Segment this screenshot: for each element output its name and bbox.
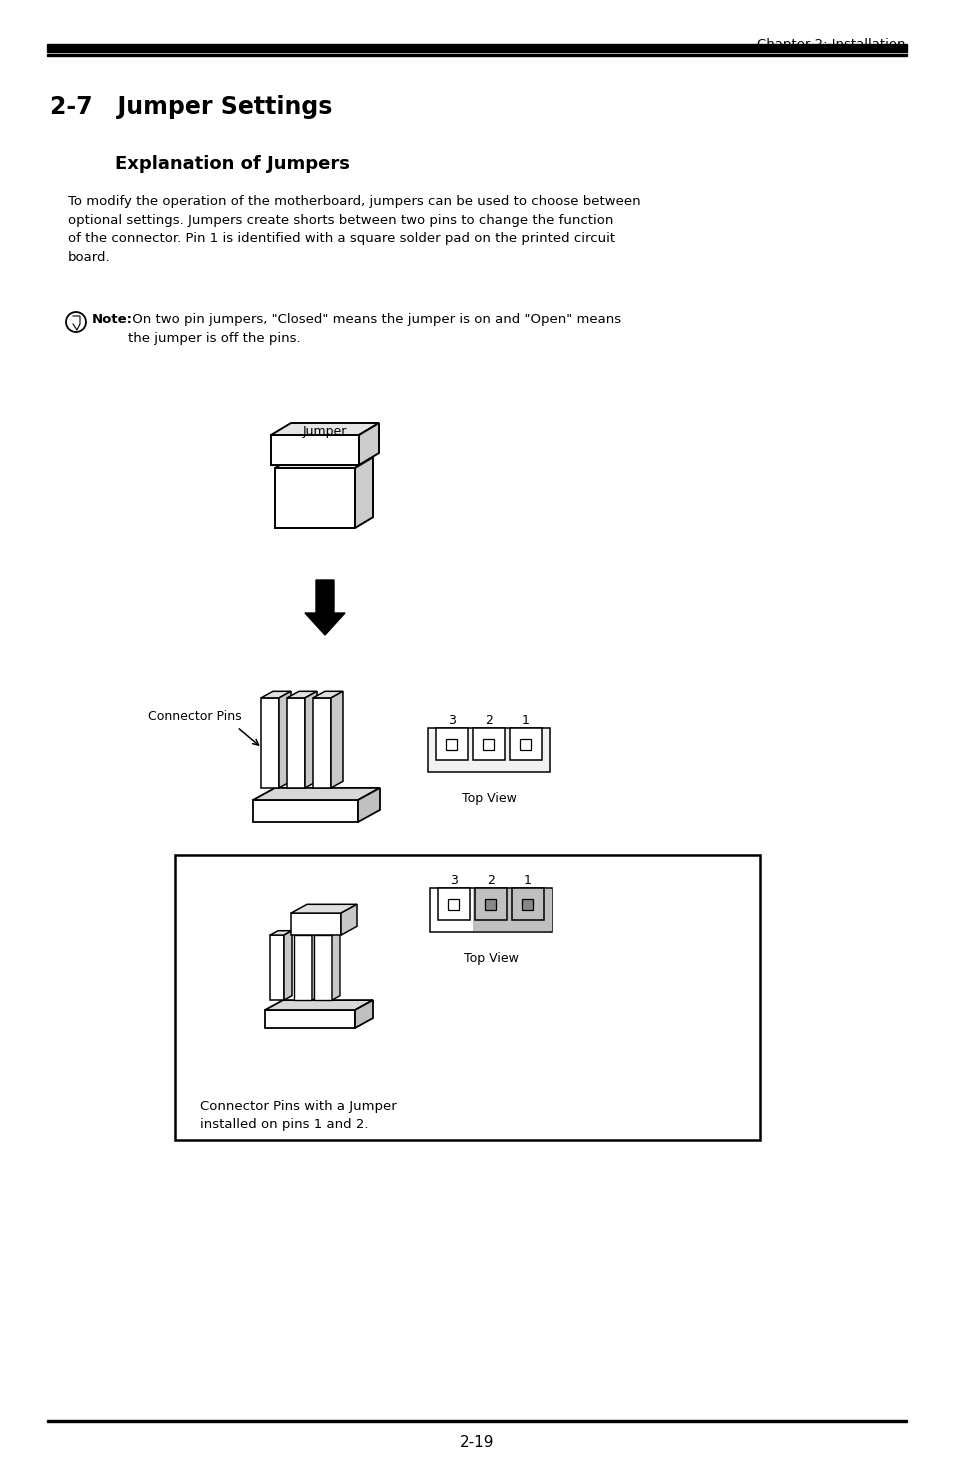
Polygon shape bbox=[313, 691, 343, 698]
Bar bbox=[521, 900, 533, 910]
Bar bbox=[448, 900, 458, 910]
Bar bbox=[428, 728, 550, 771]
Polygon shape bbox=[274, 458, 373, 468]
Bar bbox=[430, 888, 552, 932]
Polygon shape bbox=[305, 691, 316, 787]
Text: Note:: Note: bbox=[91, 313, 132, 327]
Text: 3: 3 bbox=[448, 714, 456, 728]
Polygon shape bbox=[313, 698, 331, 787]
Text: 2: 2 bbox=[484, 714, 493, 728]
Polygon shape bbox=[294, 935, 312, 1000]
Polygon shape bbox=[274, 468, 355, 528]
Bar bbox=[510, 728, 541, 760]
Text: 2: 2 bbox=[487, 873, 495, 886]
Polygon shape bbox=[355, 458, 373, 528]
Polygon shape bbox=[261, 698, 278, 787]
Polygon shape bbox=[291, 904, 356, 913]
Polygon shape bbox=[312, 930, 319, 1000]
Text: 1: 1 bbox=[521, 714, 529, 728]
Polygon shape bbox=[357, 787, 379, 822]
Text: Connector Pins with a Jumper: Connector Pins with a Jumper bbox=[200, 1099, 396, 1112]
Polygon shape bbox=[270, 935, 284, 1000]
Text: Top View: Top View bbox=[461, 792, 516, 805]
Bar bbox=[437, 888, 470, 920]
Polygon shape bbox=[332, 930, 339, 1000]
Polygon shape bbox=[331, 691, 343, 787]
Bar bbox=[482, 739, 494, 749]
Bar bbox=[519, 739, 531, 749]
Polygon shape bbox=[355, 1000, 373, 1028]
Bar bbox=[512, 888, 543, 920]
Polygon shape bbox=[271, 434, 358, 465]
Polygon shape bbox=[284, 930, 292, 1000]
Text: 3: 3 bbox=[450, 873, 457, 886]
Bar bbox=[473, 728, 504, 760]
Bar bbox=[174, 854, 760, 1140]
Text: Chapter 2: Installation: Chapter 2: Installation bbox=[757, 38, 905, 51]
Text: 1: 1 bbox=[523, 873, 532, 886]
Text: Connector Pins: Connector Pins bbox=[148, 710, 241, 723]
Text: Top View: Top View bbox=[463, 952, 517, 965]
Polygon shape bbox=[253, 800, 357, 822]
Text: 2-19: 2-19 bbox=[459, 1435, 494, 1451]
Text: Jumper: Jumper bbox=[302, 424, 347, 437]
Polygon shape bbox=[265, 1000, 373, 1010]
FancyArrow shape bbox=[305, 580, 345, 636]
Polygon shape bbox=[270, 930, 292, 935]
Polygon shape bbox=[253, 787, 379, 800]
Bar bbox=[47, 54, 906, 55]
Polygon shape bbox=[261, 691, 291, 698]
Bar bbox=[446, 739, 456, 749]
Polygon shape bbox=[287, 691, 316, 698]
Polygon shape bbox=[265, 1010, 355, 1028]
Bar bbox=[47, 44, 906, 52]
Polygon shape bbox=[358, 423, 378, 465]
Polygon shape bbox=[287, 698, 305, 787]
Text: On two pin jumpers, "Closed" means the jumper is on and "Open" means
the jumper : On two pin jumpers, "Closed" means the j… bbox=[128, 313, 620, 344]
Bar bbox=[47, 1420, 906, 1422]
Polygon shape bbox=[340, 904, 356, 935]
Text: 2-7   Jumper Settings: 2-7 Jumper Settings bbox=[50, 95, 332, 120]
Polygon shape bbox=[314, 935, 332, 1000]
Bar bbox=[475, 888, 506, 920]
Polygon shape bbox=[271, 423, 378, 434]
Polygon shape bbox=[278, 691, 291, 787]
Bar bbox=[436, 728, 468, 760]
Text: installed on pins 1 and 2.: installed on pins 1 and 2. bbox=[200, 1118, 368, 1131]
Bar bbox=[484, 900, 496, 910]
Bar bbox=[473, 889, 552, 932]
Polygon shape bbox=[291, 913, 340, 935]
Text: Explanation of Jumpers: Explanation of Jumpers bbox=[115, 155, 350, 174]
Text: To modify the operation of the motherboard, jumpers can be used to choose betwee: To modify the operation of the motherboa… bbox=[68, 195, 640, 264]
